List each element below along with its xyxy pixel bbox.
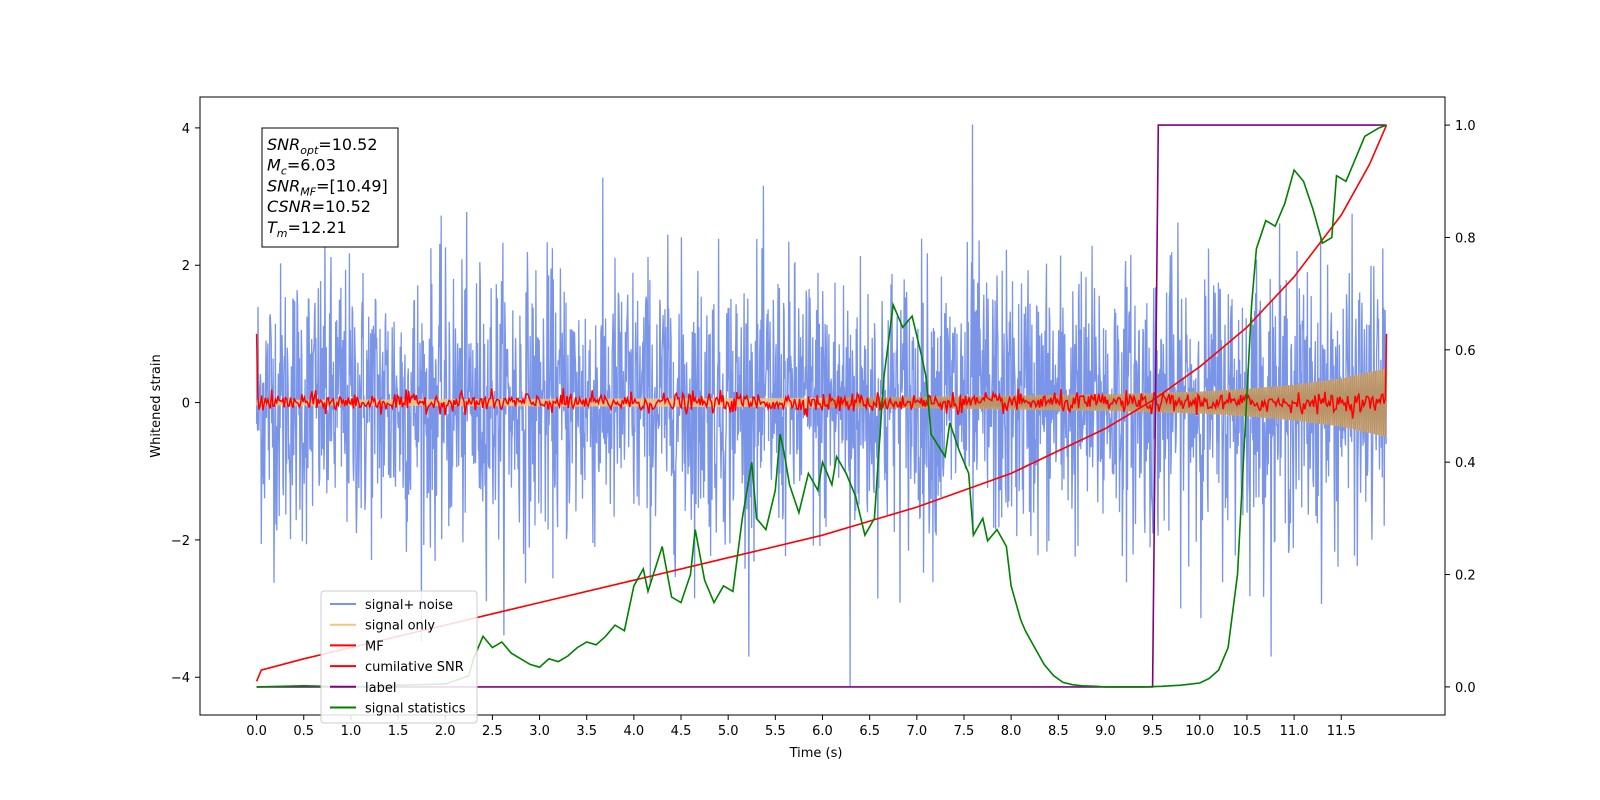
y2-tick-label: 0.6 xyxy=(1455,344,1476,359)
series-label xyxy=(256,124,1387,688)
annotation-line: Mc=6.03 xyxy=(267,156,336,178)
annotation-line: SNRopt=10.52 xyxy=(267,135,378,157)
annotation-line: CSNR=10.52 xyxy=(267,197,371,216)
x-tick-label: 2.0 xyxy=(435,724,456,739)
x-tick-label: 11.5 xyxy=(1327,724,1356,739)
x-tick-label: 9.5 xyxy=(1142,724,1163,739)
x-tick-label: 4.5 xyxy=(671,724,692,739)
y2-tick-label: 0.2 xyxy=(1455,569,1476,584)
annotation-line: SNRMF=[10.49] xyxy=(267,176,388,198)
legend-label: label xyxy=(365,681,396,696)
x-tick-label: 7.0 xyxy=(906,724,927,739)
y-tick-label: −4 xyxy=(171,671,190,686)
legend-label: signal statistics xyxy=(365,702,466,717)
series-mf xyxy=(255,333,1388,419)
x-tick-label: 7.5 xyxy=(954,724,975,739)
x-axis-label: Time (s) xyxy=(789,746,843,761)
x-tick-label: 10.0 xyxy=(1185,724,1214,739)
x-tick-label: 1.5 xyxy=(388,724,409,739)
x-tick-label: 6.5 xyxy=(859,724,880,739)
y-tick-label: −2 xyxy=(171,534,190,549)
axes: 0.0 0.5 1.0 1.5 2.0 2.5 3.0 3.5 4.0 4.5 5.0 5.5 6.0 6… xyxy=(171,96,1476,739)
x-tick-label: 4.0 xyxy=(624,724,645,739)
x-tick-label: 10.5 xyxy=(1232,724,1261,739)
y2-tick-label: 0.0 xyxy=(1455,681,1476,696)
series-signal-noise xyxy=(255,124,1388,688)
y2-tick-label: 0.8 xyxy=(1455,231,1476,246)
y-axis-label: Whitened strain xyxy=(149,354,164,457)
x-tick-label: 0.0 xyxy=(246,724,267,739)
legend-label: cumilative SNR xyxy=(365,660,464,675)
annotation-line: Tm=12.21 xyxy=(267,218,347,240)
plot-area xyxy=(255,124,1388,688)
series-signal-statistics xyxy=(256,124,1387,688)
x-tick-label: 9.0 xyxy=(1095,724,1116,739)
y-tick-label: 4 xyxy=(182,122,190,137)
x-tick-label: 5.0 xyxy=(718,724,739,739)
legend-label: signal+ noise xyxy=(365,598,453,613)
x-tick-label: 8.5 xyxy=(1048,724,1069,739)
legend-label: MF xyxy=(365,639,384,654)
y2-tick-label: 0.4 xyxy=(1455,456,1476,471)
x-tick-label: 6.0 xyxy=(812,724,833,739)
x-tick-label: 5.5 xyxy=(765,724,786,739)
x-tick-label: 2.5 xyxy=(482,724,503,739)
y2-tick-label: 1.0 xyxy=(1455,119,1476,134)
x-tick-label: 8.0 xyxy=(1001,724,1022,739)
x-tick-label: 3.0 xyxy=(529,724,550,739)
legend: signal+ noise signal only MF cumilative SNR… xyxy=(320,590,478,724)
y-tick-label: 0 xyxy=(182,397,190,412)
x-tick-label: 11.0 xyxy=(1280,724,1309,739)
x-tick-label: 0.5 xyxy=(293,724,314,739)
y-tick-label: 2 xyxy=(182,259,190,274)
annotation-frame xyxy=(261,127,399,248)
x-tick-label: 1.0 xyxy=(341,724,362,739)
annotation-box: SNRopt=10.52Mc=6.03SNRMF=[10.49]CSNR=10.… xyxy=(261,127,399,248)
series-signal-only xyxy=(255,368,1388,437)
x-tick-label: 3.5 xyxy=(576,724,597,739)
legend-frame xyxy=(320,590,478,724)
legend-label: signal only xyxy=(365,619,435,634)
